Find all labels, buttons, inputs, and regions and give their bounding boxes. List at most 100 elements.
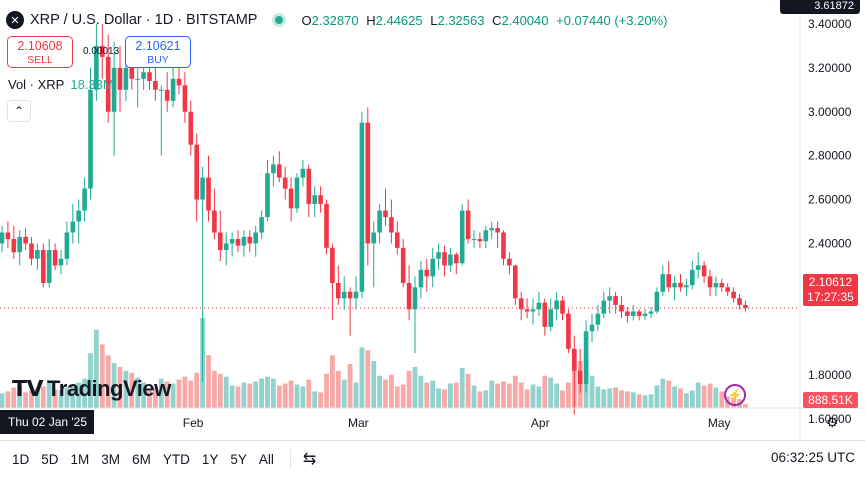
- range-button-1y[interactable]: 1Y: [201, 451, 219, 467]
- candle: [412, 276, 418, 354]
- volume-bar: [471, 385, 477, 408]
- date-range-icon[interactable]: ⇆: [302, 451, 317, 468]
- candle: [690, 261, 695, 290]
- candle: [459, 203, 465, 266]
- volume-bar: [241, 382, 247, 408]
- candle: [619, 296, 624, 319]
- gear-icon[interactable]: ⚙: [826, 414, 839, 430]
- candle: [46, 239, 52, 288]
- candle-body: [147, 72, 152, 82]
- candle-body: [218, 232, 223, 251]
- candle: [477, 232, 483, 248]
- volume-bar: [518, 382, 524, 408]
- candle-body: [595, 313, 601, 325]
- candle-body: [489, 228, 494, 231]
- candle-body: [636, 311, 642, 316]
- candle-body: [188, 111, 194, 145]
- volume-bar: [507, 383, 512, 408]
- range-button-6m[interactable]: 6M: [132, 451, 151, 467]
- candle-body: [306, 168, 312, 204]
- volume-bar: [123, 370, 129, 408]
- candle-body: [501, 232, 506, 259]
- candle-body: [507, 258, 512, 266]
- candle-body: [648, 311, 654, 314]
- candle-body: [430, 258, 435, 277]
- change-value: +0.07440 (+3.20%): [556, 12, 668, 28]
- volume-bar: [194, 372, 200, 408]
- sell-button[interactable]: 2.10608 SELL: [7, 36, 73, 68]
- buy-button[interactable]: 2.10621 BUY: [125, 36, 191, 68]
- volume-bar: [489, 380, 495, 408]
- candle: [223, 232, 229, 266]
- volume-legend[interactable]: Vol · XRP 18.33M: [8, 77, 114, 92]
- candle: [383, 188, 388, 226]
- candle: [737, 293, 742, 310]
- candle-body: [554, 300, 559, 310]
- candle: [430, 247, 435, 288]
- range-button-1m[interactable]: 1M: [70, 451, 90, 467]
- volume-bar: [176, 379, 182, 408]
- candle-body: [29, 243, 34, 259]
- candle: [400, 239, 406, 288]
- candle: [324, 199, 329, 255]
- candle: [524, 298, 530, 319]
- volume-bar: [64, 387, 70, 408]
- volume-bar: [512, 375, 518, 408]
- candle-body: [454, 254, 459, 264]
- candle-body: [536, 302, 542, 310]
- volume-bar: [383, 379, 388, 408]
- range-buttons: 1D 5D 1M 3M 6M YTD 1Y 5Y All: [0, 452, 274, 467]
- volume-bar: [276, 385, 282, 408]
- tradingview-logo[interactable]: 𝗧𝗩 TradingView: [12, 376, 171, 402]
- volume-bar: [0, 393, 5, 408]
- y-tick-label: 1.80000: [808, 368, 852, 382]
- candle-body: [383, 210, 388, 218]
- volume-bar: [648, 394, 654, 408]
- candle: [530, 298, 536, 325]
- candle-body: [70, 221, 76, 233]
- candle-body: [277, 164, 282, 178]
- lightning-icon[interactable]: ⚡: [724, 384, 746, 406]
- candle-body: [666, 274, 671, 288]
- candle: [648, 307, 654, 319]
- range-button-3m[interactable]: 3M: [101, 451, 121, 467]
- candle: [566, 309, 571, 354]
- volume-bar: [548, 377, 554, 408]
- range-button-all[interactable]: All: [258, 451, 274, 467]
- range-button-5y[interactable]: 5Y: [230, 451, 247, 467]
- buy-price: 2.10621: [135, 39, 181, 53]
- volume-bar: [554, 383, 559, 408]
- candle: [719, 278, 725, 292]
- candle-body: [223, 243, 229, 251]
- candle-body: [0, 232, 5, 244]
- range-button-1d[interactable]: 1D: [12, 451, 30, 467]
- volume-bar: [147, 388, 152, 408]
- candle-body: [601, 300, 607, 314]
- candle: [282, 166, 288, 200]
- volume-bar: [300, 386, 306, 408]
- volume-bar: [164, 381, 170, 408]
- last-price-value: 2.10612: [808, 275, 853, 289]
- candle-body: [395, 232, 400, 248]
- candle-body: [82, 188, 87, 211]
- candle: [642, 309, 648, 321]
- candle: [82, 177, 87, 222]
- candle-body: [436, 252, 441, 259]
- candle: [76, 199, 81, 244]
- y-tick-label: 3.40000: [808, 17, 852, 31]
- chart-title[interactable]: XRP / U.S. Dollar · 1D · BITSTAMP: [30, 12, 258, 28]
- candle-body: [577, 370, 583, 384]
- candle: [589, 313, 595, 343]
- candle: [548, 298, 553, 332]
- range-button-ytd[interactable]: YTD: [162, 451, 190, 467]
- range-button-5d[interactable]: 5D: [41, 451, 59, 467]
- candle: [159, 85, 164, 156]
- candle-body: [324, 203, 329, 248]
- utc-clock[interactable]: 06:32:25 UTC: [770, 450, 855, 465]
- candle: [654, 287, 660, 314]
- collapse-legend-button[interactable]: ⌃: [7, 100, 31, 122]
- volume-bar: [465, 373, 471, 408]
- market-status-icon[interactable]: [275, 16, 284, 24]
- candle: [164, 72, 170, 112]
- volume-bar: [642, 395, 648, 408]
